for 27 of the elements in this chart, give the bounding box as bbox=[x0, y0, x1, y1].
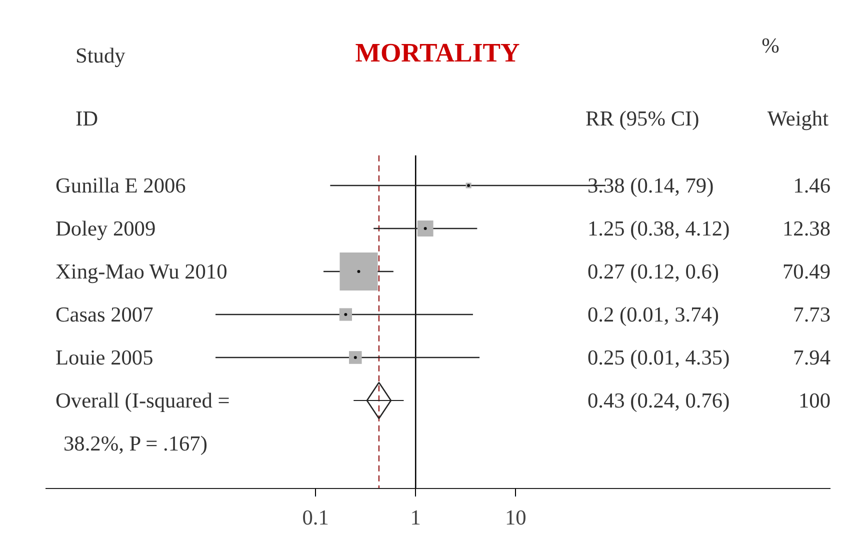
text: ID bbox=[76, 106, 98, 130]
text: Study bbox=[76, 44, 126, 68]
annotation: 1.25 (0.38, 4.12) bbox=[588, 216, 730, 240]
annotation: 7.94 bbox=[793, 346, 831, 370]
y-tick-label: Casas 2007 bbox=[56, 302, 154, 326]
annotation: 70.49 bbox=[782, 260, 831, 284]
x-tick-label: 10 bbox=[505, 506, 526, 530]
annotation: 0.2 (0.01, 3.74) bbox=[588, 302, 720, 326]
text: Weight bbox=[767, 106, 829, 130]
annotation: 100 bbox=[798, 388, 831, 412]
x-tick-label: 0.1 bbox=[302, 506, 329, 530]
annotation: 0.43 (0.24, 0.76) bbox=[588, 388, 730, 412]
annotation: 0.25 (0.01, 4.35) bbox=[588, 346, 730, 370]
text: % bbox=[762, 34, 780, 58]
y-tick-label: Gunilla E 2006 bbox=[56, 174, 186, 198]
y-tick-label: Xing-Mao Wu 2010 bbox=[56, 260, 228, 284]
chart-title: MORTALITY bbox=[355, 38, 520, 68]
x-tick-label: 1 bbox=[410, 506, 421, 530]
annotation: 0.27 (0.12, 0.6) bbox=[588, 260, 720, 284]
y-tick-label: Doley 2009 bbox=[56, 216, 156, 240]
annotation: 12.38 bbox=[782, 216, 831, 240]
y-tick-label: Overall (I-squared = 38.2%, P = .167) bbox=[56, 388, 230, 456]
annotation: 7.73 bbox=[793, 302, 831, 326]
annotation: 1.46 bbox=[793, 174, 831, 198]
annotation: 3.38 (0.14, 79) bbox=[588, 174, 714, 198]
y-tick-label: Louie 2005 bbox=[56, 346, 154, 370]
text: RR (95% CI) bbox=[586, 106, 700, 130]
